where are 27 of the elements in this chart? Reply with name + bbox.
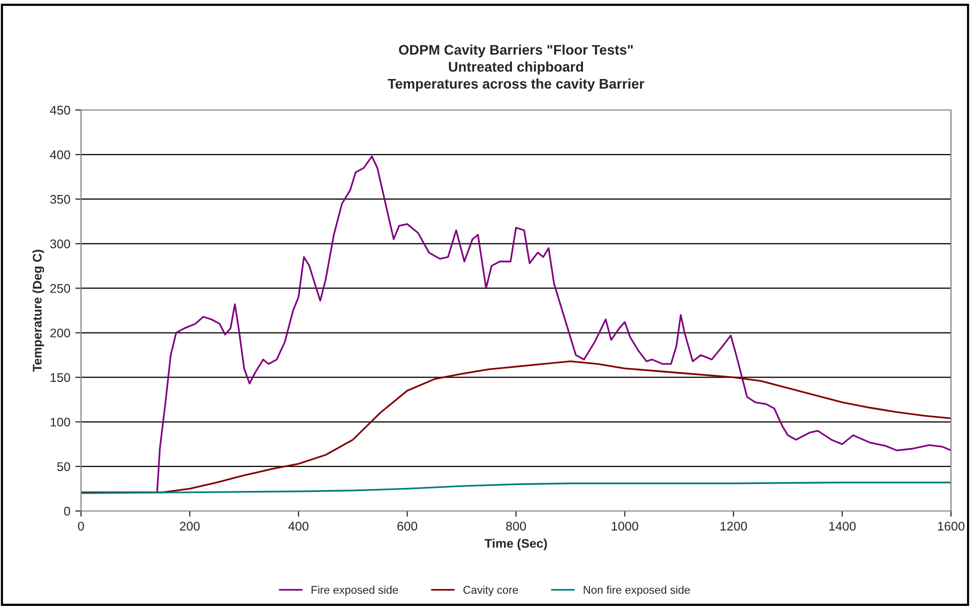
y-tick-label: 400: [50, 150, 70, 160]
chart-title: ODPM Cavity Barriers "Floor Tests" Untreated chipboard Temperatures across the cavity Barrier: [388, 44, 644, 92]
y-tick-label: 350: [50, 194, 70, 204]
line-series: [81, 360, 951, 494]
y-tick-label: 0: [64, 506, 70, 516]
x-tick-label: 200: [180, 522, 200, 531]
x-tick-label: 1600: [938, 522, 964, 531]
x-tick-label: 1400: [829, 522, 856, 531]
legend-label: Cavity core: [463, 586, 518, 596]
y-axis-title: Temperature (Deg C): [32, 250, 44, 372]
x-tick-label: 800: [506, 522, 526, 531]
legend-label: Fire exposed side: [312, 586, 398, 596]
x-tick-label: 1200: [720, 522, 747, 531]
x-axis-title: Time (Sec): [484, 538, 547, 550]
y-tick-label: 200: [50, 328, 70, 338]
y-tick-label: 50: [57, 462, 70, 472]
y-tick-label: 450: [50, 106, 70, 115]
line-series: [81, 482, 951, 494]
y-tick-label: 100: [50, 418, 70, 427]
y-tick-label: 250: [50, 284, 70, 293]
x-tick-label: 0: [78, 522, 84, 531]
y-tick-label: 300: [50, 239, 70, 248]
x-tick-label: 1000: [612, 522, 638, 531]
legend-label: Non fire exposed side: [584, 586, 690, 596]
y-tick-label: 150: [50, 373, 70, 382]
x-tick-label: 400: [288, 522, 308, 531]
x-tick-label: 600: [397, 522, 418, 531]
